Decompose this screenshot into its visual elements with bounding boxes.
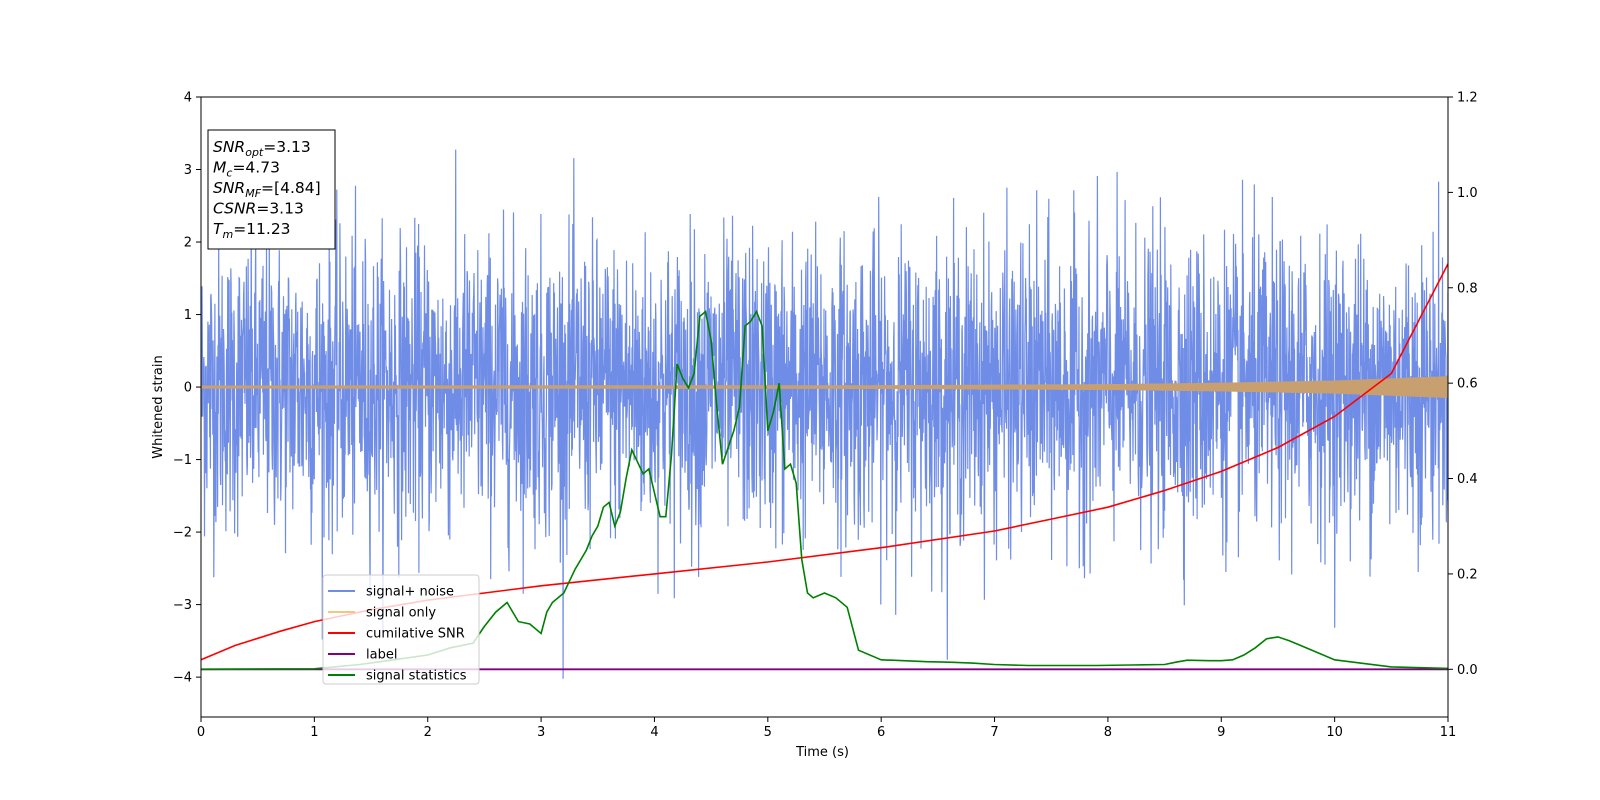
y-tick-label: 2 [184, 236, 192, 251]
annotation-line: Mc=4.73 [213, 159, 280, 180]
legend-label: signal+ noise [366, 585, 454, 600]
x-tick-label: 9 [1217, 725, 1225, 740]
y2-tick-label: 0.6 [1457, 377, 1478, 392]
legend-label: signal statistics [366, 669, 467, 684]
x-tick-label: 4 [650, 725, 658, 740]
series-signal-noise [201, 149, 1448, 679]
x-axis-label: Time (s) [795, 745, 849, 760]
x-tick-label: 11 [1440, 725, 1457, 740]
y-tick-label: 1 [184, 308, 192, 323]
y-tick-label: −3 [173, 598, 192, 613]
y-axis-label: Whitened strain [151, 355, 166, 458]
x-tick-label: 1 [310, 725, 318, 740]
legend-label: cumilative SNR [366, 627, 465, 642]
axes: 0 1 2 3 4 5 6 7 8 9 10 1143210−1−2−3−40.00.20.40.60… [173, 91, 1478, 741]
y-tick-label: 3 [184, 163, 192, 178]
annotation-line: CSNR=3.13 [213, 200, 304, 218]
plot-frame [200, 96, 1449, 718]
legend-label: label [366, 648, 397, 663]
x-tick-label: 8 [1104, 725, 1112, 740]
x-tick-label: 5 [764, 725, 772, 740]
x-tick-label: 7 [990, 725, 998, 740]
x-tick-label: 0 [197, 725, 205, 740]
annotation-line: SNRopt=3.13 [213, 138, 311, 159]
y2-tick-label: 1.2 [1457, 91, 1478, 106]
y-tick-label: 4 [184, 91, 192, 106]
y2-tick-label: 1.0 [1457, 186, 1478, 201]
annotation-line: SNRMF=[4.84] [213, 179, 321, 200]
y-tick-label: −1 [173, 453, 192, 468]
y-tick-label: −2 [173, 526, 192, 541]
y2-tick-label: 0.0 [1457, 663, 1478, 678]
y2-tick-label: 0.2 [1457, 567, 1478, 582]
legend: signal+ noise signal only cumilative SNR la… [322, 574, 480, 685]
series-signal-statistics [201, 309, 1448, 671]
x-tick-label: 10 [1326, 725, 1343, 740]
x-tick-label: 2 [424, 725, 432, 740]
annotation-line: Tm=11.23 [213, 220, 291, 241]
legend-label: signal only [366, 606, 436, 621]
y-tick-label: 0 [184, 381, 192, 396]
x-tick-label: 6 [877, 725, 885, 740]
y2-tick-label: 0.4 [1457, 472, 1478, 487]
y-tick-label: −4 [173, 671, 192, 686]
y2-tick-label: 0.8 [1457, 281, 1478, 296]
series-signal-only [201, 376, 1448, 398]
x-tick-label: 3 [537, 725, 545, 740]
